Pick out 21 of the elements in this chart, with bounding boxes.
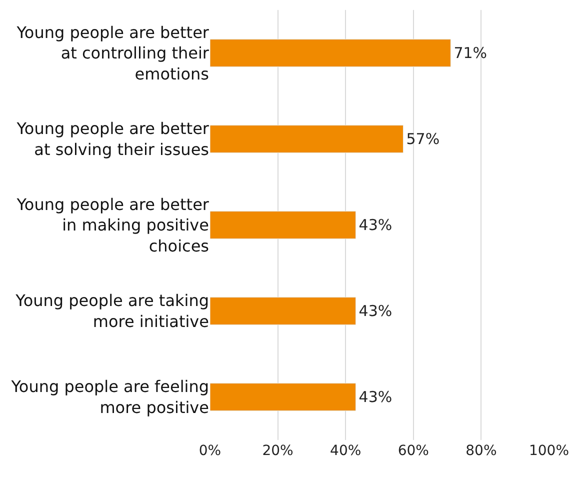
x-tick-label: 100% (528, 443, 570, 459)
data-label: 43% (358, 216, 392, 234)
y-tick-label: Young people are feeling more positive (10, 377, 209, 417)
y-tick-label: Young people are better at controlling their emotions (16, 22, 210, 84)
bar (210, 382, 356, 412)
x-tick-label: 40% (330, 443, 362, 459)
x-tick-label: 0% (198, 443, 222, 459)
data-label: 57% (406, 130, 440, 148)
bar (210, 210, 356, 240)
bar (210, 124, 404, 154)
y-tick-label: Young people are taking more initiative (14, 291, 209, 331)
bar (210, 296, 356, 326)
y-tick-label: Young people are better at solving their issues (16, 119, 210, 159)
data-label: 71% (454, 44, 488, 62)
x-tick-label: 20% (262, 443, 294, 459)
bar (210, 38, 451, 68)
y-tick-label: Young people are better in making positive choices (16, 194, 210, 256)
data-label: 43% (358, 388, 392, 406)
x-tick-label: 60% (398, 443, 429, 459)
x-tick-label: 80% (466, 443, 497, 459)
data-label: 43% (358, 302, 392, 320)
